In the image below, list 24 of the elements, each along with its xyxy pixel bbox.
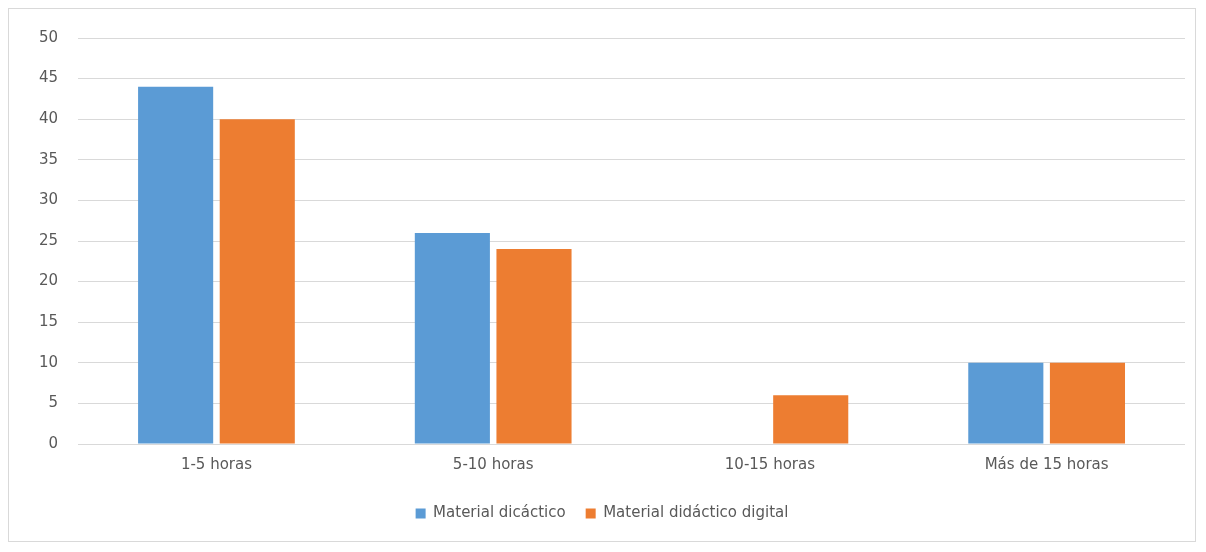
y-tick-label: 15	[38, 312, 59, 331]
bar	[773, 395, 849, 444]
x-tick-label: 1-5 horas	[180, 454, 253, 473]
bar	[968, 362, 1044, 444]
x-tick-label: Más de 15 horas	[984, 454, 1109, 473]
bar	[138, 86, 214, 444]
bar	[219, 119, 295, 444]
y-tick-label: 20	[38, 271, 59, 290]
bar	[1049, 362, 1126, 444]
y-tick-label: 25	[38, 230, 59, 249]
y-tick-label: 50	[38, 27, 59, 46]
y-tick-label: 0	[48, 433, 59, 452]
x-tick-label: 5-10 horas	[452, 454, 534, 473]
bar	[414, 232, 490, 444]
legend-label: Material didáctico digital	[603, 503, 789, 522]
y-tick-label: 40	[38, 109, 59, 128]
legend-label: Material dicáctico	[433, 503, 566, 522]
bar	[496, 249, 572, 444]
y-tick-label: 35	[38, 149, 59, 168]
y-tick-label: 45	[38, 68, 59, 87]
x-tick-label: 10-15 horas	[724, 454, 816, 473]
y-tick-label: 10	[38, 352, 59, 371]
y-tick-label: 30	[38, 190, 59, 209]
y-tick-label: 5	[48, 393, 59, 412]
